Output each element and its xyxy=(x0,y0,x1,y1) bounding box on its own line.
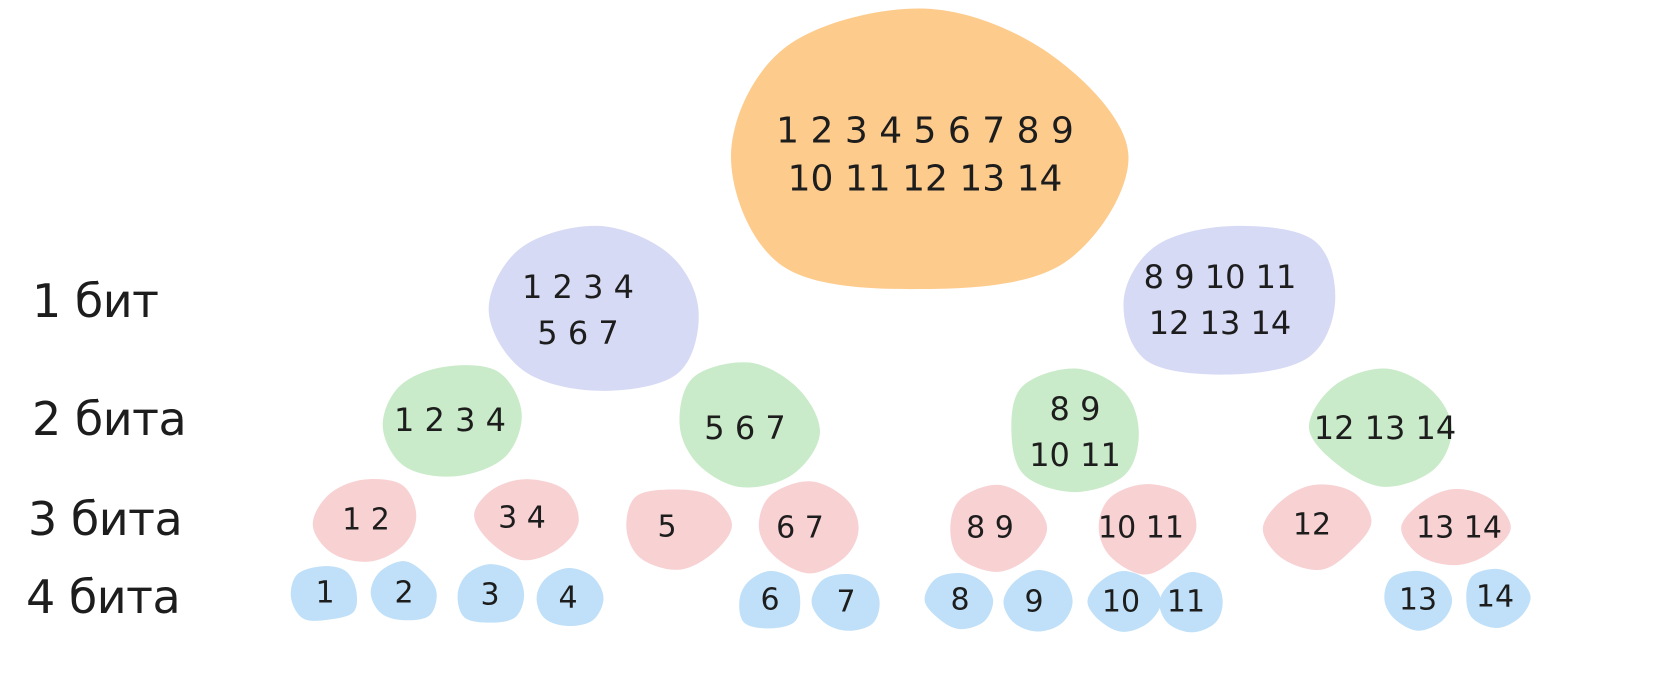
bit3-node-3: 5 xyxy=(626,489,732,570)
bit2-node-label: 12 13 14 xyxy=(1314,409,1457,447)
bit3-node-label: 3 4 xyxy=(498,501,546,536)
bit4-node-label: 4 xyxy=(558,581,577,616)
bit4-blob-shape xyxy=(739,570,801,629)
bit1-node-label: 12 13 14 xyxy=(1149,304,1292,342)
bit4-node-label: 7 xyxy=(836,585,855,620)
bit3-blob-shape xyxy=(1098,484,1197,575)
bit4-blob-shape xyxy=(1087,570,1162,632)
bit4-node-2: 2 xyxy=(370,561,437,621)
bit2-node-2: 5 6 7 xyxy=(679,362,820,488)
bit2-blob-shape xyxy=(1308,368,1452,487)
bit1-node-label: 8 9 10 11 xyxy=(1144,258,1297,296)
bit3-blob-shape xyxy=(1401,488,1511,566)
bit3-node-1: 1 2 xyxy=(312,479,417,562)
bit4-node-9: 10 xyxy=(1087,570,1162,632)
bit3-node-label: 10 11 xyxy=(1098,511,1184,546)
bit4-node-label: 6 xyxy=(760,583,779,618)
bit2-node-label: 10 11 xyxy=(1029,436,1121,474)
bit4-blob-shape xyxy=(1159,571,1223,633)
bit4-node-label: 3 xyxy=(480,578,499,613)
level-label-1-bit: 1 бит xyxy=(32,274,159,328)
bit1-node-label: 5 6 7 xyxy=(537,314,618,352)
bit4-node-12: 14 xyxy=(1466,568,1531,629)
bit3-node-5: 8 9 xyxy=(950,484,1048,572)
bit4-blob-shape xyxy=(1466,568,1531,629)
bit2-node-label: 8 9 xyxy=(1050,390,1101,428)
bit4-blob-shape xyxy=(811,573,880,631)
bit4-node-label: 11 xyxy=(1167,585,1205,620)
bit3-blob-shape xyxy=(312,479,417,562)
root-node-label: 10 11 12 13 14 xyxy=(788,159,1063,200)
bit3-node-2: 3 4 xyxy=(474,479,579,561)
bit4-node-6: 7 xyxy=(811,573,880,631)
bit3-node-label: 13 14 xyxy=(1416,511,1502,546)
bit1-node-label: 1 2 3 4 xyxy=(522,268,634,306)
bit3-node-7: 12 xyxy=(1262,484,1372,571)
root-node: 1 2 3 4 5 6 7 8 9 10 11 12 13 14 xyxy=(730,8,1129,290)
level-label-3-bits: 3 бита xyxy=(28,492,183,546)
bit4-blob-shape xyxy=(457,564,525,623)
bit4-node-label: 9 xyxy=(1024,585,1043,620)
bit4-blob-shape xyxy=(370,561,437,621)
bit4-node-5: 6 xyxy=(739,570,801,629)
bit3-node-6: 10 11 xyxy=(1098,484,1197,575)
bit4-blob-shape xyxy=(1003,569,1073,632)
bit1-blob-shape xyxy=(1123,225,1336,375)
bit2-node-label: 5 6 7 xyxy=(704,409,785,447)
bit4-node-8: 9 xyxy=(1003,569,1073,632)
bit2-blob-shape xyxy=(382,365,522,477)
bit2-node-label: 1 2 3 4 xyxy=(394,401,506,439)
bit4-node-label: 1 xyxy=(315,576,334,611)
bit4-blob-shape xyxy=(290,566,358,621)
bit3-node-label: 1 2 xyxy=(342,503,390,538)
bit4-node-4: 4 xyxy=(536,567,604,627)
bit3-node-4: 6 7 xyxy=(758,481,859,574)
level-label-4-bits: 4 бита xyxy=(26,570,181,624)
bit4-node-10: 11 xyxy=(1159,571,1223,633)
bit3-blob-shape xyxy=(1262,484,1372,571)
bit2-node-4: 12 13 14 xyxy=(1308,368,1457,487)
bit4-node-3: 3 xyxy=(457,564,525,623)
bit4-node-7: 8 xyxy=(924,572,994,630)
bit4-node-label: 13 xyxy=(1399,583,1437,618)
root-blob-shape xyxy=(730,8,1129,290)
bit4-blob-shape xyxy=(536,567,604,627)
bit3-node-8: 13 14 xyxy=(1401,488,1511,566)
bit4-node-label: 14 xyxy=(1476,580,1514,615)
bit4-node-label: 10 xyxy=(1102,585,1140,620)
bit2-blob-shape xyxy=(1011,368,1139,493)
bit4-node-label: 2 xyxy=(394,576,413,611)
bit3-blob-shape xyxy=(474,479,579,561)
bit3-blob-shape xyxy=(950,484,1048,572)
bit1-blob-shape xyxy=(488,225,699,391)
bit3-node-label: 8 9 xyxy=(966,511,1014,546)
bit3-node-label: 6 7 xyxy=(776,511,824,546)
bit2-node-1: 1 2 3 4 xyxy=(382,365,522,477)
bit2-node-3: 8 9 10 11 xyxy=(1011,368,1139,493)
bit4-blob-shape xyxy=(1384,570,1453,631)
bit4-node-1: 1 xyxy=(290,566,358,621)
bit3-node-label: 12 xyxy=(1293,508,1331,543)
bit3-blob-shape xyxy=(758,481,859,574)
bit1-node-1: 1 2 3 4 5 6 7 xyxy=(488,225,699,391)
level-label-2-bits: 2 бита xyxy=(32,392,187,446)
bit4-node-11: 13 xyxy=(1384,570,1453,631)
bit1-node-2: 8 9 10 11 12 13 14 xyxy=(1123,225,1336,375)
bit4-blob-shape xyxy=(924,572,994,630)
bit3-blob-shape xyxy=(626,489,732,570)
root-node-label: 1 2 3 4 5 6 7 8 9 xyxy=(776,111,1074,152)
bit4-node-label: 8 xyxy=(950,583,969,618)
bit3-node-label: 5 xyxy=(657,510,676,545)
bit2-blob-shape xyxy=(679,362,820,488)
